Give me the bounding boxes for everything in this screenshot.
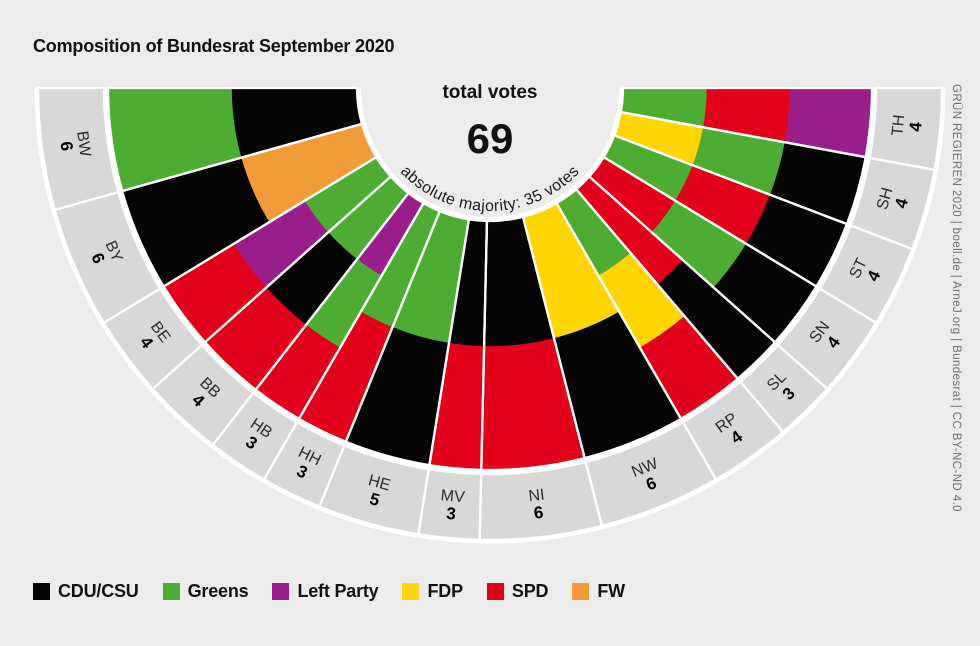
legend-swatch-fdp	[402, 583, 420, 600]
total-votes-value: 69	[467, 115, 514, 162]
legend-swatch-fw	[572, 583, 590, 600]
segment-rp-spd	[639, 315, 738, 419]
segment-hh-spd	[299, 311, 393, 442]
segment-sn-spd	[589, 157, 676, 233]
segment-bb-spd	[204, 287, 307, 390]
state-label-mv: MV3	[440, 487, 466, 524]
state-band-he	[319, 445, 429, 535]
legend-label: CDU/CSU	[58, 581, 139, 601]
legend-item-left-party: Left Party	[272, 581, 379, 601]
segment-st-cdu-csu	[745, 194, 847, 287]
segment-nw-fdp	[522, 203, 620, 339]
state-label-th: TH4	[889, 114, 926, 137]
segment-sn-cdu-csu	[713, 243, 817, 343]
state-band-by	[54, 192, 161, 323]
state-code: NI	[528, 486, 546, 505]
segment-hb-greens	[306, 258, 382, 348]
legend-swatch-spd	[486, 583, 504, 600]
wedge-outline-th	[619, 86, 874, 159]
state-label-bw: BW6	[56, 130, 93, 159]
total-votes-label: total votes	[442, 82, 537, 103]
state-band-rp	[683, 381, 784, 480]
state-votes: 4	[906, 121, 926, 133]
segment-be-greens	[304, 157, 391, 233]
segment-st-greens	[603, 135, 693, 201]
segment-hh-greens	[360, 203, 440, 328]
state-votes: 6	[533, 503, 545, 523]
legend-swatch-cdu-csu	[33, 583, 50, 600]
segment-sl-cdu-csu	[657, 259, 776, 379]
state-code: HE	[366, 472, 392, 494]
legend-item-cdu-csu: CDU/CSU	[33, 581, 139, 601]
state-votes: 3	[446, 504, 457, 524]
legend-label: FW	[597, 581, 625, 601]
segment-rp-fdp	[598, 252, 685, 348]
segment-sh-fdp	[614, 112, 704, 166]
state-band-nw	[585, 422, 716, 526]
segment-sn-greens	[651, 200, 747, 288]
legend-swatch-greens	[162, 583, 180, 600]
segment-hb-spd	[255, 324, 341, 419]
state-band-hh	[264, 422, 345, 507]
state-band-mv	[418, 469, 482, 540]
segment-mv-spd	[429, 342, 485, 470]
segment-sl-spd	[576, 176, 683, 285]
legend-item-greens: Greens	[162, 581, 249, 601]
legend-label: Greens	[187, 581, 249, 601]
chart-title: Composition of Bundesrat September 2020	[33, 36, 395, 56]
legend-item-spd: SPD	[486, 581, 549, 601]
legend-item-fw: FW	[572, 581, 625, 601]
segment-st-spd	[674, 164, 771, 244]
state-label-ni: NI6	[528, 486, 546, 523]
segment-th-spd	[702, 88, 790, 143]
segment-th-greens	[620, 88, 707, 128]
legend-label: SPD	[511, 581, 549, 601]
band-outline-th	[868, 86, 944, 172]
state-band-sn	[778, 288, 877, 389]
segment-bw-greens	[108, 88, 243, 192]
state-code: MV	[440, 487, 466, 506]
segment-be-spd	[163, 243, 267, 343]
legend-label: Left Party	[297, 581, 379, 601]
state-code: SH	[874, 186, 896, 212]
legend-item-fdp: FDP	[402, 581, 463, 601]
state-band-be	[103, 288, 202, 389]
segment-hb-left-party	[357, 193, 424, 276]
segment-be-left-party	[233, 200, 329, 288]
segment-th-left-party	[784, 88, 872, 158]
state-band-ni	[479, 461, 603, 540]
legend: CDU/CSU Greens Left Party FDP SPD FW	[33, 581, 625, 601]
state-band-sh	[850, 157, 935, 250]
segment-bb-cdu-csu	[266, 231, 358, 325]
state-code: TH	[889, 114, 908, 137]
attribution-text: GRÜN REGIEREN 2020 | boell.de | ArneJ.or…	[950, 84, 962, 512]
state-band-th	[869, 88, 942, 170]
segment-by-cdu-csu	[122, 157, 270, 287]
segment-he-greens	[392, 211, 469, 343]
state-votes: 6	[56, 140, 76, 152]
legend-swatch-left-party	[272, 583, 290, 600]
segment-mv-cdu-csu	[449, 219, 487, 347]
segment-rp-greens	[556, 189, 631, 276]
segment-bb-greens	[328, 176, 409, 260]
segment-ni-spd	[481, 337, 585, 470]
segment-ni-cdu-csu	[484, 216, 554, 347]
segment-nw-cdu-csu	[553, 311, 681, 459]
legend-label: FDP	[427, 581, 463, 601]
state-band-bb	[152, 344, 254, 446]
segment-sh-greens	[691, 127, 785, 195]
state-code: BW	[73, 130, 93, 159]
segment-bw-cdu-csu	[231, 88, 362, 158]
segment-he-cdu-csu	[345, 326, 450, 466]
state-band-bw	[38, 88, 119, 210]
